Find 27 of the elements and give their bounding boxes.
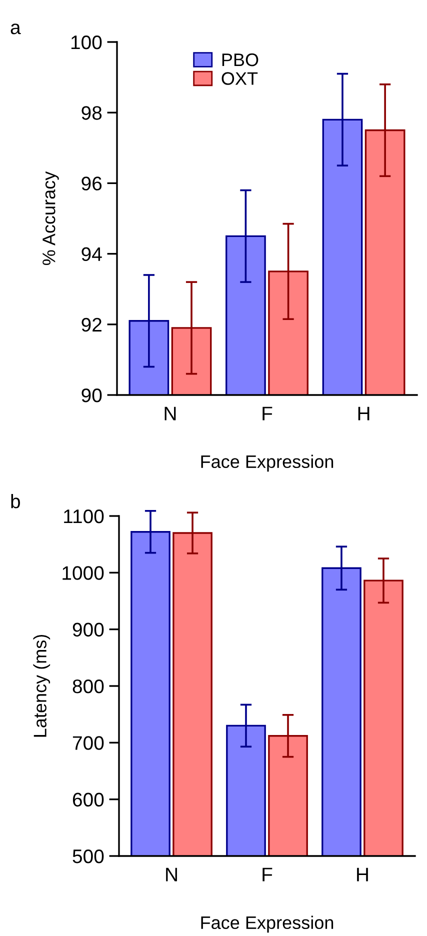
y-tick-label: 900 [72,622,104,637]
y-tick-label: 1100 [64,509,104,524]
y-tick-label: 600 [72,792,104,807]
y-tick-label: 1000 [62,566,104,580]
legend-label: PBO [222,53,258,66]
x-tick-label: N [164,406,176,420]
y-tick-label: 800 [72,679,104,694]
x-tick-label: F [262,406,272,420]
y-axis-title: Latency (ms) [33,634,50,737]
x-tick-label: H [358,406,370,420]
chart-title: b [11,494,20,508]
y-tick-label: 500 [72,849,104,864]
y-tick-label: 98 [82,106,102,120]
y-tick-label: 90 [82,388,102,402]
chart-title: a [10,24,21,34]
y-tick-label: 92 [82,318,102,332]
x-axis-title: Face Expression [201,454,334,472]
x-tick-label: F [262,868,272,882]
y-tick-label: 94 [82,247,102,262]
legend-label: OXT [222,72,258,85]
x-tick-label: H [357,868,368,882]
y-tick-label: 700 [72,736,104,750]
x-tick-label: N [166,868,177,882]
y-axis-title: % Accuracy [42,171,59,266]
y-tick-label: 100 [71,35,102,50]
y-tick-label: 96 [82,176,102,190]
x-axis-title: Face Expression [201,916,334,933]
